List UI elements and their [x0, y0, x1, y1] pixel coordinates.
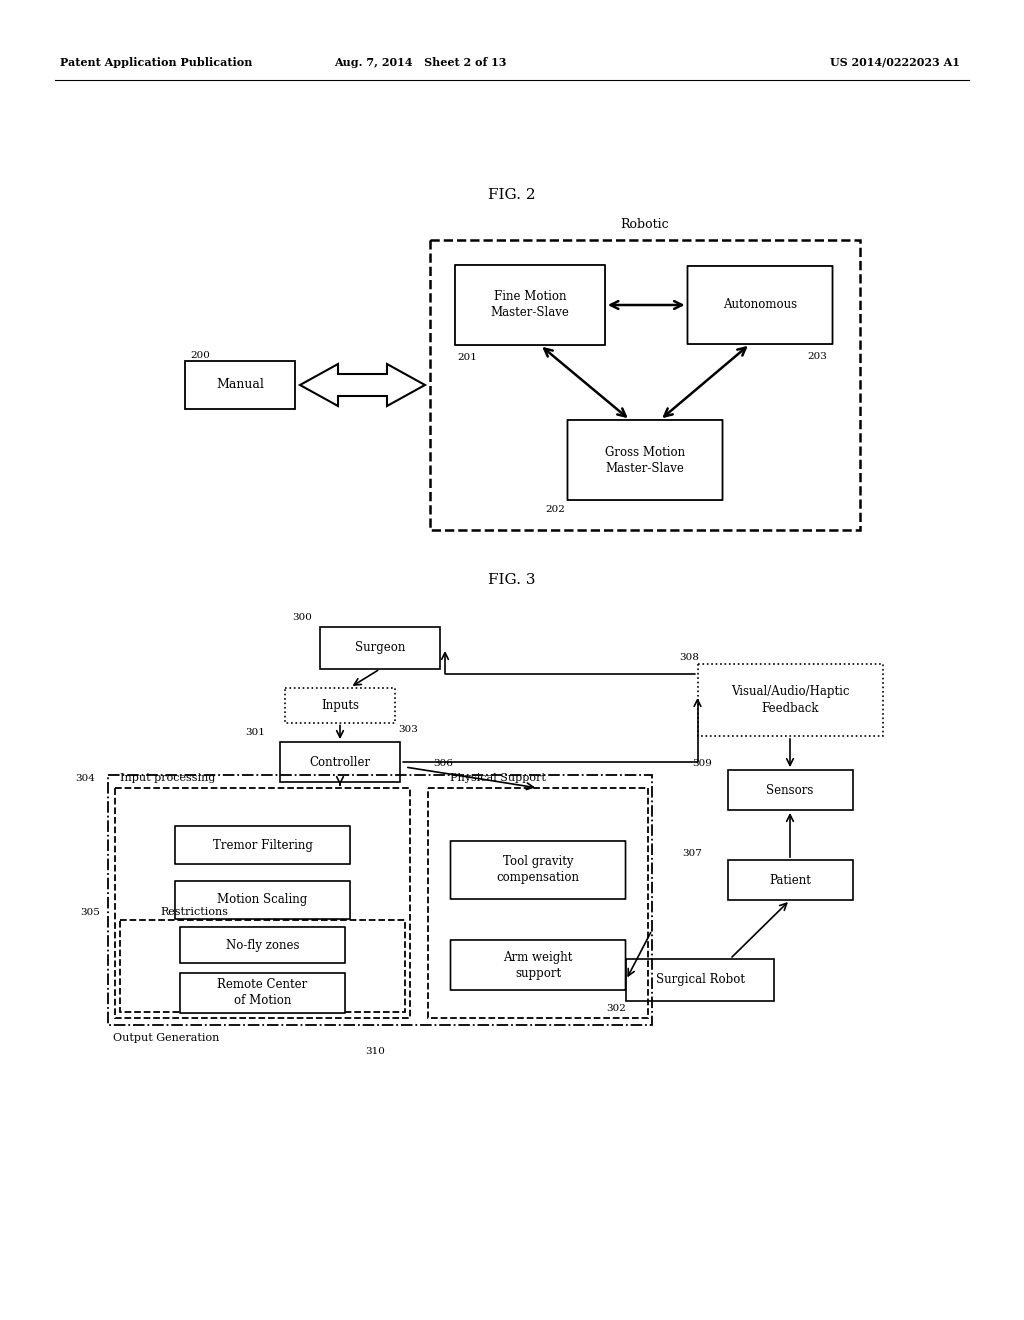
FancyBboxPatch shape [180, 973, 345, 1012]
FancyBboxPatch shape [180, 927, 345, 964]
Text: Tool gravity
compensation: Tool gravity compensation [497, 855, 580, 884]
Bar [626, 960, 774, 1001]
Text: Patent Application Publication: Patent Application Publication [60, 57, 252, 67]
Text: Autonomous: Autonomous [723, 298, 797, 312]
Text: 203: 203 [808, 352, 827, 360]
Polygon shape [300, 364, 425, 407]
Bar [280, 742, 400, 781]
Text: Restrictions: Restrictions [160, 907, 228, 917]
Bar [319, 627, 440, 669]
Text: Output Generation: Output Generation [113, 1034, 219, 1043]
Bar [727, 770, 853, 810]
Text: Motion Scaling: Motion Scaling [217, 894, 307, 907]
FancyBboxPatch shape [175, 826, 350, 865]
Text: 301: 301 [245, 729, 265, 737]
Bar [108, 775, 652, 1026]
Bar [285, 688, 395, 722]
FancyBboxPatch shape [175, 880, 350, 919]
Text: 202: 202 [546, 506, 565, 513]
Bar [428, 788, 648, 1018]
Text: Remote Center
of Motion: Remote Center of Motion [217, 978, 307, 1007]
Text: 302: 302 [606, 1005, 626, 1012]
Bar [727, 861, 853, 900]
Text: Surgical Robot: Surgical Robot [655, 974, 744, 986]
Text: No-fly zones: No-fly zones [225, 939, 299, 952]
Text: US 2014/0222023 A1: US 2014/0222023 A1 [830, 57, 961, 67]
Text: 300: 300 [292, 612, 312, 622]
Text: 310: 310 [365, 1047, 385, 1056]
Text: Fine Motion
Master-Slave: Fine Motion Master-Slave [490, 290, 569, 319]
Text: Physical Support: Physical Support [450, 774, 546, 783]
FancyBboxPatch shape [687, 267, 833, 345]
Text: Inputs: Inputs [321, 698, 359, 711]
Text: 304: 304 [75, 774, 95, 783]
Text: Input processing: Input processing [120, 774, 215, 783]
Bar [430, 240, 860, 531]
Text: 201: 201 [457, 352, 477, 362]
FancyBboxPatch shape [451, 841, 626, 899]
Text: Patient: Patient [769, 874, 811, 887]
Text: 306: 306 [433, 759, 453, 768]
Text: Controller: Controller [309, 755, 371, 768]
Text: Gross Motion
Master-Slave: Gross Motion Master-Slave [605, 446, 685, 474]
Text: Arm weight
support: Arm weight support [504, 950, 572, 979]
Text: Robotic: Robotic [621, 219, 670, 231]
Text: 303: 303 [398, 726, 418, 734]
Text: 309: 309 [692, 759, 713, 768]
Text: Sensors: Sensors [766, 784, 814, 796]
Bar [697, 664, 883, 737]
Text: 307: 307 [683, 849, 702, 858]
Text: Visual/Audio/Haptic
Feedback: Visual/Audio/Haptic Feedback [731, 685, 849, 714]
Text: 308: 308 [680, 653, 699, 663]
Bar [115, 788, 410, 1018]
Text: Tremor Filtering: Tremor Filtering [213, 838, 312, 851]
Bar [185, 360, 295, 409]
FancyBboxPatch shape [451, 940, 626, 990]
Bar [120, 920, 406, 1012]
Text: FIG. 2: FIG. 2 [488, 187, 536, 202]
Text: FIG. 3: FIG. 3 [488, 573, 536, 587]
FancyBboxPatch shape [567, 420, 723, 500]
Text: 200: 200 [190, 351, 210, 360]
Text: Aug. 7, 2014   Sheet 2 of 13: Aug. 7, 2014 Sheet 2 of 13 [334, 57, 506, 67]
Text: 305: 305 [80, 908, 100, 917]
Text: Manual: Manual [216, 379, 264, 392]
Text: Surgeon: Surgeon [354, 642, 406, 655]
FancyBboxPatch shape [455, 265, 605, 345]
